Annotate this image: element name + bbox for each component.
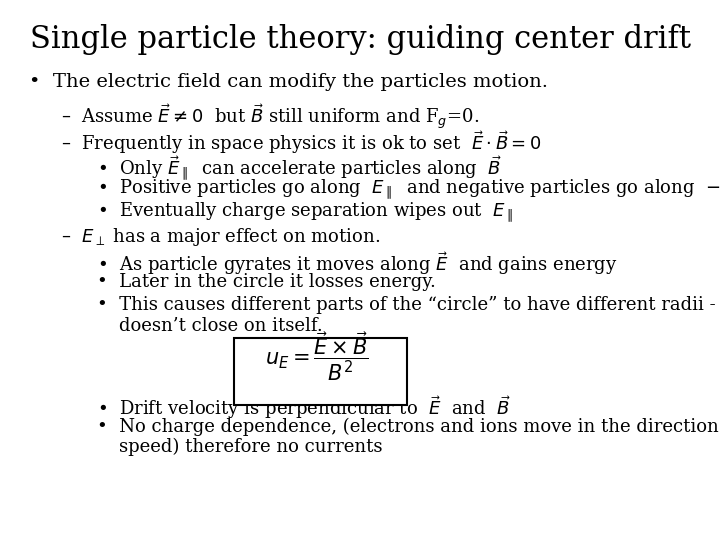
Text: –  Frequently in space physics it is ok to set  $\vec{E}\cdot\vec{B}=0$: – Frequently in space physics it is ok t… xyxy=(61,130,542,157)
Text: •  Positive particles go along  $E_{\parallel}$  and negative particles go along: • Positive particles go along $E_{\paral… xyxy=(97,177,720,201)
Text: •  Only $\vec{E}_{\parallel}$  can accelerate particles along  $\vec{B}$: • Only $\vec{E}_{\parallel}$ can acceler… xyxy=(97,154,503,183)
Text: doesn’t close on itself.: doesn’t close on itself. xyxy=(119,317,323,335)
Text: •  The electric field can modify the particles motion.: • The electric field can modify the part… xyxy=(29,73,548,91)
Text: –  Assume $\vec{E}\neq 0$  but $\vec{B}$ still uniform and F$_g$=0.: – Assume $\vec{E}\neq 0$ but $\vec{B}$ s… xyxy=(61,103,480,132)
Text: •  Drift velocity is perpendicular to  $\vec{E}$  and  $\vec{B}$: • Drift velocity is perpendicular to $\v… xyxy=(97,394,510,421)
Text: •  Eventually charge separation wipes out  $E_{\parallel}$: • Eventually charge separation wipes out… xyxy=(97,200,513,224)
Text: •  No charge dependence, (electrons and ions move in the direction and: • No charge dependence, (electrons and i… xyxy=(97,417,720,436)
Text: Single particle theory: guiding center drift: Single particle theory: guiding center d… xyxy=(30,24,690,55)
Text: speed) therefore no currents: speed) therefore no currents xyxy=(119,438,382,456)
Text: $u_E = \dfrac{\vec{E}\times\vec{B}}{B^2}$: $u_E = \dfrac{\vec{E}\times\vec{B}}{B^2}… xyxy=(265,330,369,383)
FancyBboxPatch shape xyxy=(234,338,407,405)
Text: •  This causes different parts of the “circle” to have different radii - it: • This causes different parts of the “ci… xyxy=(97,296,720,314)
Text: •  As particle gyrates it moves along $\vec{E}$  and gains energy: • As particle gyrates it moves along $\v… xyxy=(97,250,618,277)
Text: –  $E_{\perp}$ has a major effect on motion.: – $E_{\perp}$ has a major effect on moti… xyxy=(61,226,380,248)
Text: •  Later in the circle it losses energy.: • Later in the circle it losses energy. xyxy=(97,273,436,291)
